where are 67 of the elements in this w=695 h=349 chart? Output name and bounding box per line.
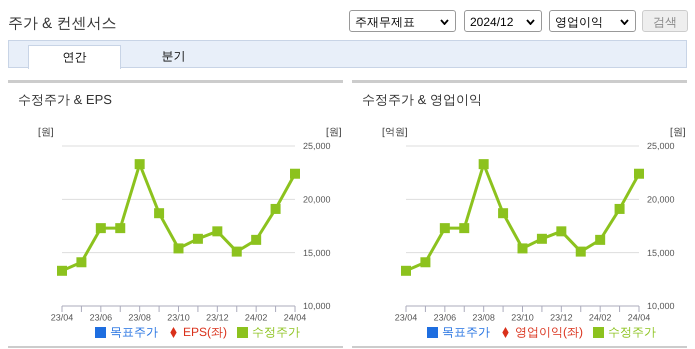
- point: [478, 159, 489, 170]
- text: 검색: [642, 10, 688, 32]
- y2-tick-label: 15,000: [647, 248, 675, 258]
- x-tick-label: 24/02: [588, 312, 612, 322]
- x-tick-label: 23/04: [50, 312, 74, 322]
- y-axis-title: [억원]: [382, 126, 408, 139]
- x-tick-label: 23/08: [472, 312, 495, 322]
- x-tick-label: 24/04: [628, 312, 650, 322]
- point: [440, 223, 450, 234]
- point: [634, 168, 644, 179]
- text: 연간: [28, 45, 121, 69]
- point: [536, 234, 547, 244]
- x-tick-label: 23/12: [550, 312, 573, 322]
- point: [290, 168, 300, 179]
- point: [595, 234, 606, 245]
- point: [518, 243, 528, 254]
- x-tick-label: 23/12: [206, 312, 229, 322]
- point: [134, 159, 145, 170]
- point: [192, 234, 203, 244]
- y2-tick-label: 10,000: [647, 301, 675, 312]
- x-tick-label: 23/06: [434, 312, 456, 322]
- y2-tick-label: 15,000: [303, 248, 331, 258]
- x-tick-label: 23/10: [167, 312, 190, 322]
- legend-label: 목표주가: [442, 325, 490, 339]
- point: [115, 223, 126, 234]
- y2-tick-label: 20,000: [303, 194, 331, 205]
- text: 주재무제표: [349, 10, 456, 32]
- point: [76, 257, 86, 268]
- point: [212, 226, 222, 236]
- text: 분기: [160, 48, 186, 65]
- chart-title: 수정주가 & 영업이익: [362, 91, 482, 109]
- point: [57, 266, 67, 276]
- legend-label: 수정주가: [252, 325, 300, 339]
- y2-tick-label: 20,000: [647, 194, 675, 205]
- point: [459, 223, 470, 234]
- text: 2024/12: [464, 10, 542, 32]
- point: [498, 208, 508, 218]
- text: 주가 & 컨센서스: [8, 14, 116, 33]
- point: [251, 234, 262, 245]
- x-tick-label: 23/10: [511, 312, 534, 322]
- y2-tick-label: 25,000: [647, 141, 675, 152]
- legend-label: EPS(좌): [182, 325, 227, 339]
- y2-axis-title: [원]: [326, 126, 342, 139]
- chart-title: 수정주가 & EPS: [18, 91, 112, 109]
- point: [576, 246, 586, 257]
- point: [270, 204, 281, 214]
- y2-tick-label: 10,000: [303, 301, 331, 312]
- x-tick-label: 23/08: [128, 312, 151, 322]
- point: [401, 266, 411, 276]
- y-axis-title: [원]: [38, 126, 54, 139]
- text: 영업이익: [549, 10, 636, 32]
- point: [232, 246, 242, 257]
- point: [96, 223, 106, 234]
- legend-label: 수정주가: [608, 325, 656, 339]
- point: [154, 208, 164, 218]
- x-tick-label: 24/02: [244, 312, 268, 322]
- y2-axis-title: [원]: [670, 126, 686, 139]
- y2-tick-label: 25,000: [303, 141, 331, 152]
- legend-label: 영업이익(좌): [515, 325, 583, 339]
- x-tick-label: 23/06: [90, 312, 112, 322]
- point: [420, 257, 430, 268]
- point: [556, 226, 566, 236]
- point: [174, 243, 184, 254]
- point: [614, 204, 625, 214]
- legend-label: 목표주가: [110, 325, 158, 339]
- x-tick-label: 23/04: [394, 312, 418, 322]
- x-tick-label: 24/04: [284, 312, 306, 322]
